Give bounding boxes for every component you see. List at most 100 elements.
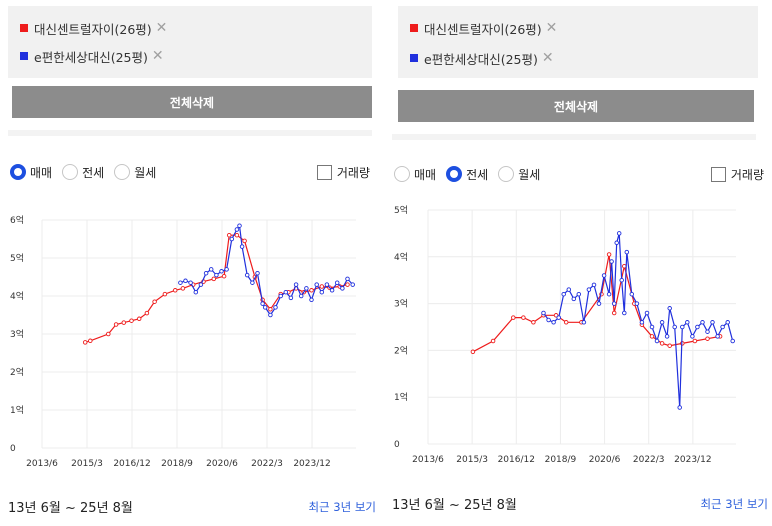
data-point[interactable]: [106, 331, 111, 337]
data-point[interactable]: [601, 273, 607, 278]
data-point[interactable]: [268, 312, 273, 318]
data-point[interactable]: [576, 291, 582, 297]
data-point[interactable]: [219, 269, 224, 274]
volume-checkbox[interactable]: 거래량: [710, 166, 764, 183]
data-point[interactable]: [639, 320, 645, 325]
delete-all-button[interactable]: 전체삭제: [398, 90, 754, 122]
data-point[interactable]: [581, 320, 587, 325]
data-point[interactable]: [622, 310, 627, 316]
data-point[interactable]: [685, 320, 690, 325]
data-point[interactable]: [692, 338, 698, 344]
data-point[interactable]: [672, 324, 677, 330]
data-point[interactable]: [250, 280, 255, 285]
data-point[interactable]: [586, 287, 592, 292]
data-point[interactable]: [667, 343, 672, 348]
data-point[interactable]: [172, 288, 178, 293]
data-point[interactable]: [563, 320, 569, 325]
data-point[interactable]: [224, 267, 229, 272]
close-icon[interactable]: ✕: [545, 20, 558, 36]
data-point[interactable]: [180, 286, 186, 291]
data-point[interactable]: [221, 273, 227, 279]
data-point[interactable]: [695, 324, 700, 330]
data-point[interactable]: [334, 280, 340, 285]
data-point[interactable]: [193, 289, 199, 295]
data-point[interactable]: [654, 338, 660, 344]
radio-sale[interactable]: 매매: [10, 164, 52, 181]
data-point[interactable]: [283, 289, 289, 295]
data-point[interactable]: [700, 320, 705, 325]
data-point[interactable]: [178, 280, 183, 285]
data-point[interactable]: [705, 336, 710, 341]
data-point[interactable]: [211, 276, 217, 282]
data-point[interactable]: [121, 320, 127, 325]
data-point[interactable]: [298, 293, 304, 299]
data-point[interactable]: [329, 288, 335, 293]
data-point[interactable]: [237, 223, 242, 228]
data-point[interactable]: [208, 267, 214, 272]
radio-monthly[interactable]: 월세: [498, 166, 540, 183]
data-point[interactable]: [606, 291, 612, 297]
data-point[interactable]: [614, 240, 619, 246]
close-icon[interactable]: ✕: [155, 20, 168, 36]
data-point[interactable]: [541, 310, 546, 316]
data-point[interactable]: [710, 320, 715, 325]
close-icon[interactable]: ✕: [541, 50, 554, 66]
data-point[interactable]: [136, 316, 142, 322]
data-point[interactable]: [278, 293, 283, 299]
data-point[interactable]: [634, 301, 640, 306]
data-point[interactable]: [244, 272, 250, 278]
data-point[interactable]: [203, 270, 209, 276]
data-point[interactable]: [705, 329, 710, 334]
data-point[interactable]: [350, 282, 355, 287]
data-point[interactable]: [214, 272, 219, 278]
data-point[interactable]: [82, 340, 88, 345]
data-point[interactable]: [324, 282, 330, 287]
data-point[interactable]: [511, 315, 516, 320]
data-point[interactable]: [309, 288, 314, 293]
data-point[interactable]: [556, 315, 561, 320]
data-point[interactable]: [606, 252, 612, 257]
data-point[interactable]: [546, 317, 551, 323]
data-point[interactable]: [644, 310, 650, 316]
data-point[interactable]: [629, 291, 635, 297]
price-chart-jeonse[interactable]: 0 1억 2억 3억 4억 5억 2013/6 2015/3 2016/12 2018/9 2020…: [392, 198, 762, 478]
data-point[interactable]: [730, 338, 735, 344]
data-point[interactable]: [188, 280, 193, 285]
data-point[interactable]: [319, 289, 325, 295]
data-point[interactable]: [609, 259, 614, 264]
data-point[interactable]: [690, 334, 695, 339]
data-point[interactable]: [288, 295, 294, 301]
data-point[interactable]: [667, 306, 672, 311]
data-point[interactable]: [551, 320, 556, 325]
radio-sale[interactable]: 매매: [394, 166, 436, 183]
data-point[interactable]: [680, 324, 685, 330]
data-point[interactable]: [234, 227, 240, 232]
recent-3y-link[interactable]: 최근 3년 보기: [308, 500, 376, 514]
close-icon[interactable]: ✕: [151, 48, 164, 64]
data-point[interactable]: [319, 284, 325, 289]
data-point[interactable]: [162, 291, 168, 297]
data-point[interactable]: [229, 236, 235, 242]
data-point[interactable]: [234, 232, 240, 238]
data-point[interactable]: [226, 232, 232, 238]
data-point[interactable]: [561, 291, 566, 297]
data-point[interactable]: [304, 286, 309, 291]
data-point[interactable]: [345, 276, 350, 282]
data-point[interactable]: [239, 244, 245, 249]
data-point[interactable]: [129, 318, 134, 323]
data-point[interactable]: [198, 282, 204, 287]
radio-monthly[interactable]: 월세: [114, 164, 156, 181]
data-point[interactable]: [314, 282, 319, 287]
data-point[interactable]: [242, 238, 247, 244]
data-point[interactable]: [490, 338, 496, 344]
data-point[interactable]: [619, 277, 624, 283]
data-point[interactable]: [152, 299, 157, 304]
radio-jeonse[interactable]: 전세: [446, 166, 488, 183]
data-point[interactable]: [649, 324, 655, 330]
price-chart-sale[interactable]: 0 1억 2억 3억 4억 5억 6억 2013/6 2015/3 2016/12 2018/9 20…: [8, 198, 372, 478]
data-point[interactable]: [531, 320, 536, 325]
data-point[interactable]: [659, 341, 665, 346]
data-point[interactable]: [566, 287, 572, 292]
data-point[interactable]: [596, 301, 602, 306]
data-point[interactable]: [616, 231, 622, 236]
